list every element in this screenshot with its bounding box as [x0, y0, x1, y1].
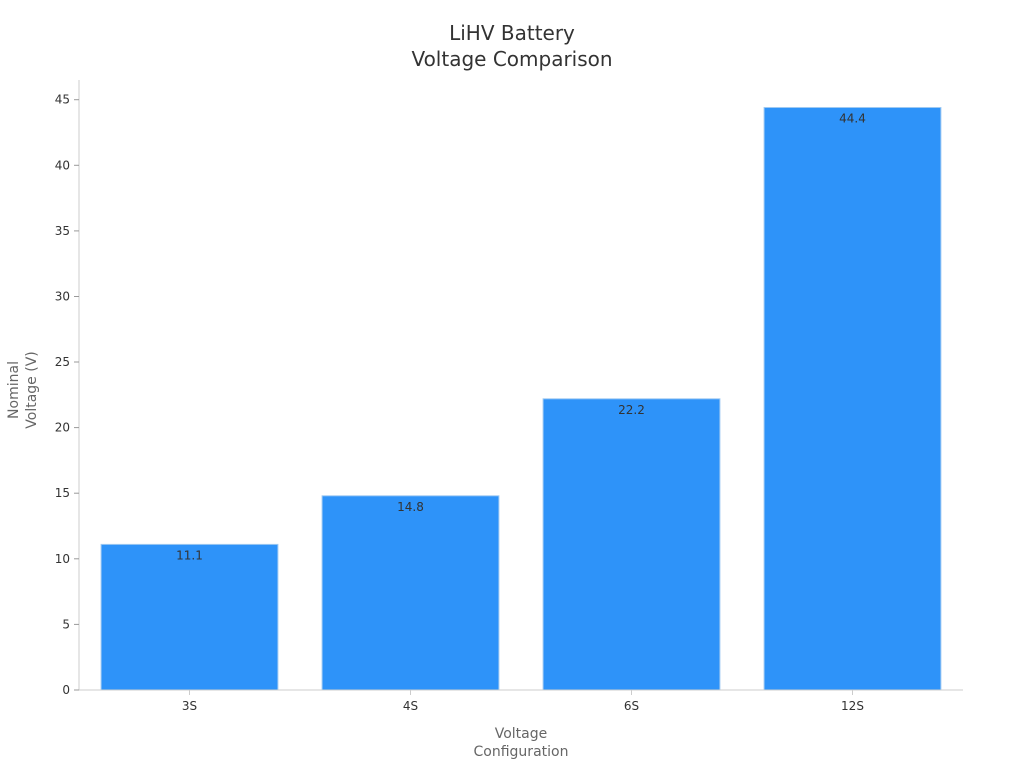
x-tick-label-6S: 6S [624, 699, 639, 713]
data-label-12S: 44.4 [839, 112, 866, 126]
bar-6S [542, 398, 721, 691]
data-label-6S: 22.2 [618, 403, 645, 417]
x-axis-label-line-1: Voltage [495, 726, 548, 742]
y-tick-label-25: 25 [55, 355, 70, 369]
y-tick-label-40: 40 [55, 158, 70, 172]
bar-3S [100, 543, 279, 691]
y-tick-label-10: 10 [55, 552, 70, 566]
x-tick-label-12S: 12S [841, 699, 864, 713]
data-label-3S: 11.1 [176, 548, 203, 562]
y-tick-label-0: 0 [62, 683, 70, 697]
bars-group: 11.1 14.8 22.2 44.4 [100, 107, 942, 691]
chart-title-line-2: Voltage Comparison [411, 47, 612, 71]
bar-4S [321, 495, 500, 691]
x-axis-label-line-2: Configuration [474, 744, 569, 760]
chart-title-line-1: LiHV Battery [449, 21, 575, 45]
x-tick-label-4S: 4S [403, 699, 418, 713]
y-tick-label-30: 30 [55, 290, 70, 304]
x-tick-label-3S: 3S [182, 699, 197, 713]
y-tick-label-15: 15 [55, 486, 70, 500]
y-axis-label: Nominal Voltage (V) [6, 351, 40, 428]
axes-group: 3S 4S 6S 12S 0 5 10 15 20 25 30 35 40 45 [55, 80, 963, 713]
y-axis-label-line-1: Nominal [6, 361, 22, 419]
y-axis-label-line-2: Voltage (V) [24, 351, 40, 428]
y-tick-label-45: 45 [55, 93, 70, 107]
y-tick-label-5: 5 [62, 617, 70, 631]
y-tick-label-20: 20 [55, 421, 70, 435]
data-label-4S: 14.8 [397, 500, 424, 514]
bar-12S [763, 107, 942, 691]
y-tick-label-35: 35 [55, 224, 70, 238]
